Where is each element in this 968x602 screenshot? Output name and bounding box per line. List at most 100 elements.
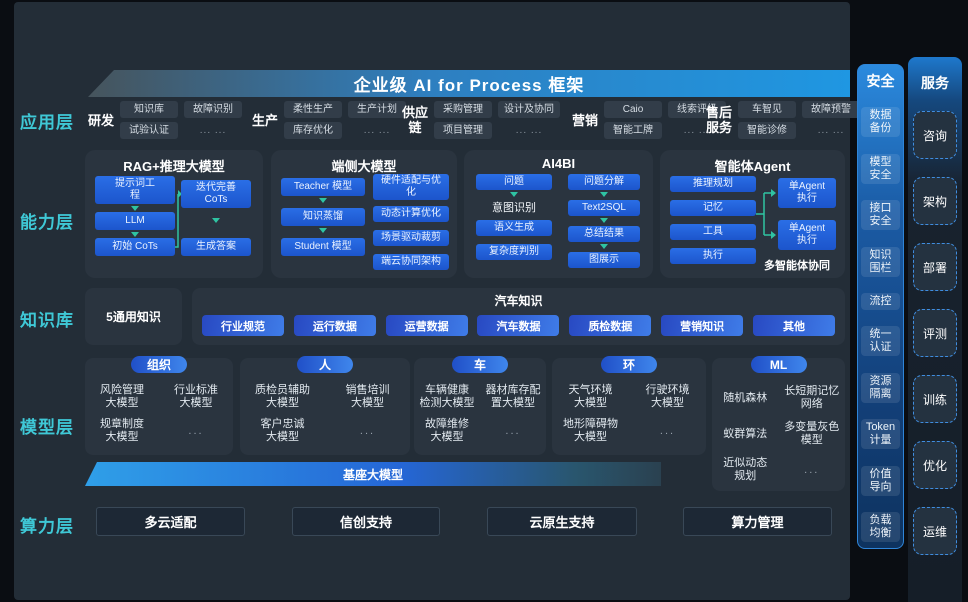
compute-box-management: 算力管理	[683, 507, 832, 536]
app-item: 设计及协同	[498, 101, 561, 118]
model-group-vehicle: 车 车辆健康 检测大模型 器材库存配 置大模型 故障维修 大模型 ...	[414, 356, 546, 455]
service-item: 训练	[913, 375, 957, 423]
model-item: 行业标准 大模型	[174, 384, 218, 409]
app-group-items: Caio 线索评级 智能工牌 ... ...	[604, 101, 727, 139]
app-item: 智能诊修	[738, 122, 797, 139]
model-group-items: 风险管理 大模型 行业标准 大模型 规章制度 大模型 ...	[85, 380, 233, 448]
arrow-down-icon	[212, 218, 220, 223]
framework-title-banner: 企业级 AI for Process 框架	[88, 70, 850, 97]
app-group-items: 柔性生产 生产计划 库存优化 ... ...	[284, 101, 407, 139]
app-item: 项目管理	[434, 122, 493, 139]
model-item: 销售培训 大模型	[345, 384, 390, 409]
service-column-title: 服务	[921, 75, 949, 91]
flow-step: 问题分解	[568, 174, 640, 190]
feature-box: 端云协同架构	[373, 254, 449, 270]
knowledge-tag: 汽车数据	[477, 315, 560, 336]
flow-step: 复杂度判别	[476, 244, 552, 260]
model-item: 长短期记忆 网络	[784, 385, 840, 410]
security-item: 模型 安全	[861, 153, 900, 184]
arrow-down-icon	[319, 198, 327, 203]
flow-step: 知识蒸馏	[281, 208, 365, 226]
arrow-down-icon	[319, 228, 327, 233]
app-item-more: ... ...	[363, 125, 391, 136]
flow-step-text: 意图识别	[492, 202, 536, 214]
app-item: 车智见	[738, 101, 797, 118]
app-item: 线索评级	[668, 101, 727, 118]
feature-box: 硬件适配与优 化	[373, 174, 449, 200]
app-item: 库存优化	[284, 122, 343, 139]
knowledge-tag: 运行数据	[293, 315, 376, 336]
model-item: 客户忠诚 大模型	[260, 418, 305, 443]
app-group-label: 营销	[572, 112, 599, 128]
flow-step: 初始 CoTs	[95, 238, 175, 256]
app-group-items: 采购管理 设计及协同 项目管理 ... ...	[434, 101, 561, 139]
model-group-ml: ML 随机森林 长短期记忆 网络 蚁群算法 多变量灰色 模型 近似动态 规划 .…	[712, 356, 845, 491]
app-item: 试验认证	[120, 122, 179, 139]
arrow-down-icon	[510, 192, 518, 197]
app-group-after-sales: 售后 服务 车智见 故障预警 智能诊修 ... ...	[706, 101, 861, 139]
agent-executor: 单Agent 执行	[778, 178, 836, 208]
app-group-label: 售后 服务	[706, 105, 733, 135]
app-group-marketing: 营销 Caio 线索评级 智能工牌 ... ...	[572, 101, 727, 139]
arrow-down-icon	[131, 206, 139, 211]
security-item: 接口 安全	[861, 200, 900, 231]
security-column-title: 安全	[866, 73, 895, 89]
panel-title: AI4BI	[541, 156, 576, 171]
arrow-down-icon	[600, 192, 608, 197]
service-item: 运维	[913, 507, 957, 555]
service-item: 部署	[913, 243, 957, 291]
model-group-pill: ML	[750, 356, 807, 373]
model-item: 器材库存配 置大模型	[485, 384, 541, 409]
app-group-label: 研发	[88, 112, 115, 128]
model-item: 天气环境 大模型	[568, 384, 613, 409]
panel-edge-model: 端侧大模型 Teacher 模型 知识蒸馏 Student 模型 硬件适配与优 …	[271, 150, 457, 278]
flow-step: 提示词工 程	[95, 176, 175, 204]
model-item-more: ...	[188, 424, 204, 437]
layer-label-application: 应用层	[20, 113, 74, 132]
app-item-more: ... ...	[817, 125, 845, 136]
flow-step: Text2SQL	[568, 200, 640, 216]
model-group-pill: 环	[601, 356, 657, 373]
model-item: 地形障碍物 大模型	[563, 418, 618, 443]
app-group-items: 知识库 故障识别 试验认证 ... ...	[120, 101, 243, 139]
flow-step: 生成答案	[181, 238, 251, 256]
security-item: 数据 备份	[861, 107, 900, 138]
app-item: 知识库	[120, 101, 179, 118]
app-item: 柔性生产	[284, 101, 343, 118]
model-group-items: 质检员辅助 大模型 销售培训 大模型 客户忠诚 大模型 ...	[240, 380, 410, 448]
security-item: 负载 均衡	[861, 511, 900, 542]
flow-step: 语义生成	[476, 220, 552, 236]
arrow-down-icon	[600, 218, 608, 223]
layer-label-knowledge: 知识库	[20, 311, 74, 330]
model-item-more: ...	[804, 463, 820, 476]
service-column: 服务 咨询 架构 部署 评测 训练 优化 运维	[908, 57, 962, 602]
security-item: Token 计量	[861, 419, 900, 450]
app-item: 采购管理	[434, 101, 493, 118]
agent-module: 记忆	[670, 200, 756, 216]
security-item: 流控	[861, 292, 900, 310]
panel-rag-reasoning-model: RAG+推理大模型 提示词工 程 LLM 初始 CoTs 迭代完善 CoTs 生…	[85, 150, 263, 278]
app-item: 生产计划	[348, 101, 407, 118]
model-item: 规章制度 大模型	[100, 418, 144, 443]
model-item: 近似动态 规划	[723, 457, 768, 482]
app-group-items: 车智见 故障预警 智能诊修 ... ...	[738, 101, 861, 139]
app-item-more: ... ...	[515, 125, 543, 136]
app-group-label: 生产	[252, 112, 279, 128]
model-group-pill: 组织	[131, 356, 187, 373]
app-group-supply-chain: 供应 链 采购管理 设计及协同 项目管理 ... ...	[402, 101, 561, 139]
app-item-more: ... ...	[199, 125, 227, 136]
flow-step: 图展示	[568, 252, 640, 268]
layer-label-compute: 算力层	[20, 517, 74, 536]
model-item: 风险管理 大模型	[100, 384, 144, 409]
base-model-banner: 基座大模型	[85, 462, 661, 486]
panel-title: 端侧大模型	[331, 159, 397, 174]
model-item: 车辆健康 检测大模型	[419, 384, 475, 409]
model-group-environment: 环 天气环境 大模型 行驶环境 大模型 地形障碍物 大模型 ...	[552, 356, 706, 455]
compute-box-xinchuang: 信创支持	[292, 507, 440, 536]
model-group-person: 人 质检员辅助 大模型 销售培训 大模型 客户忠诚 大模型 ...	[240, 356, 410, 455]
model-group-organization: 组织 风险管理 大模型 行业标准 大模型 规章制度 大模型 ...	[85, 356, 233, 455]
agent-executor: 单Agent 执行	[778, 220, 836, 250]
app-item: Caio	[604, 101, 663, 118]
security-item: 价值 导向	[861, 465, 900, 496]
